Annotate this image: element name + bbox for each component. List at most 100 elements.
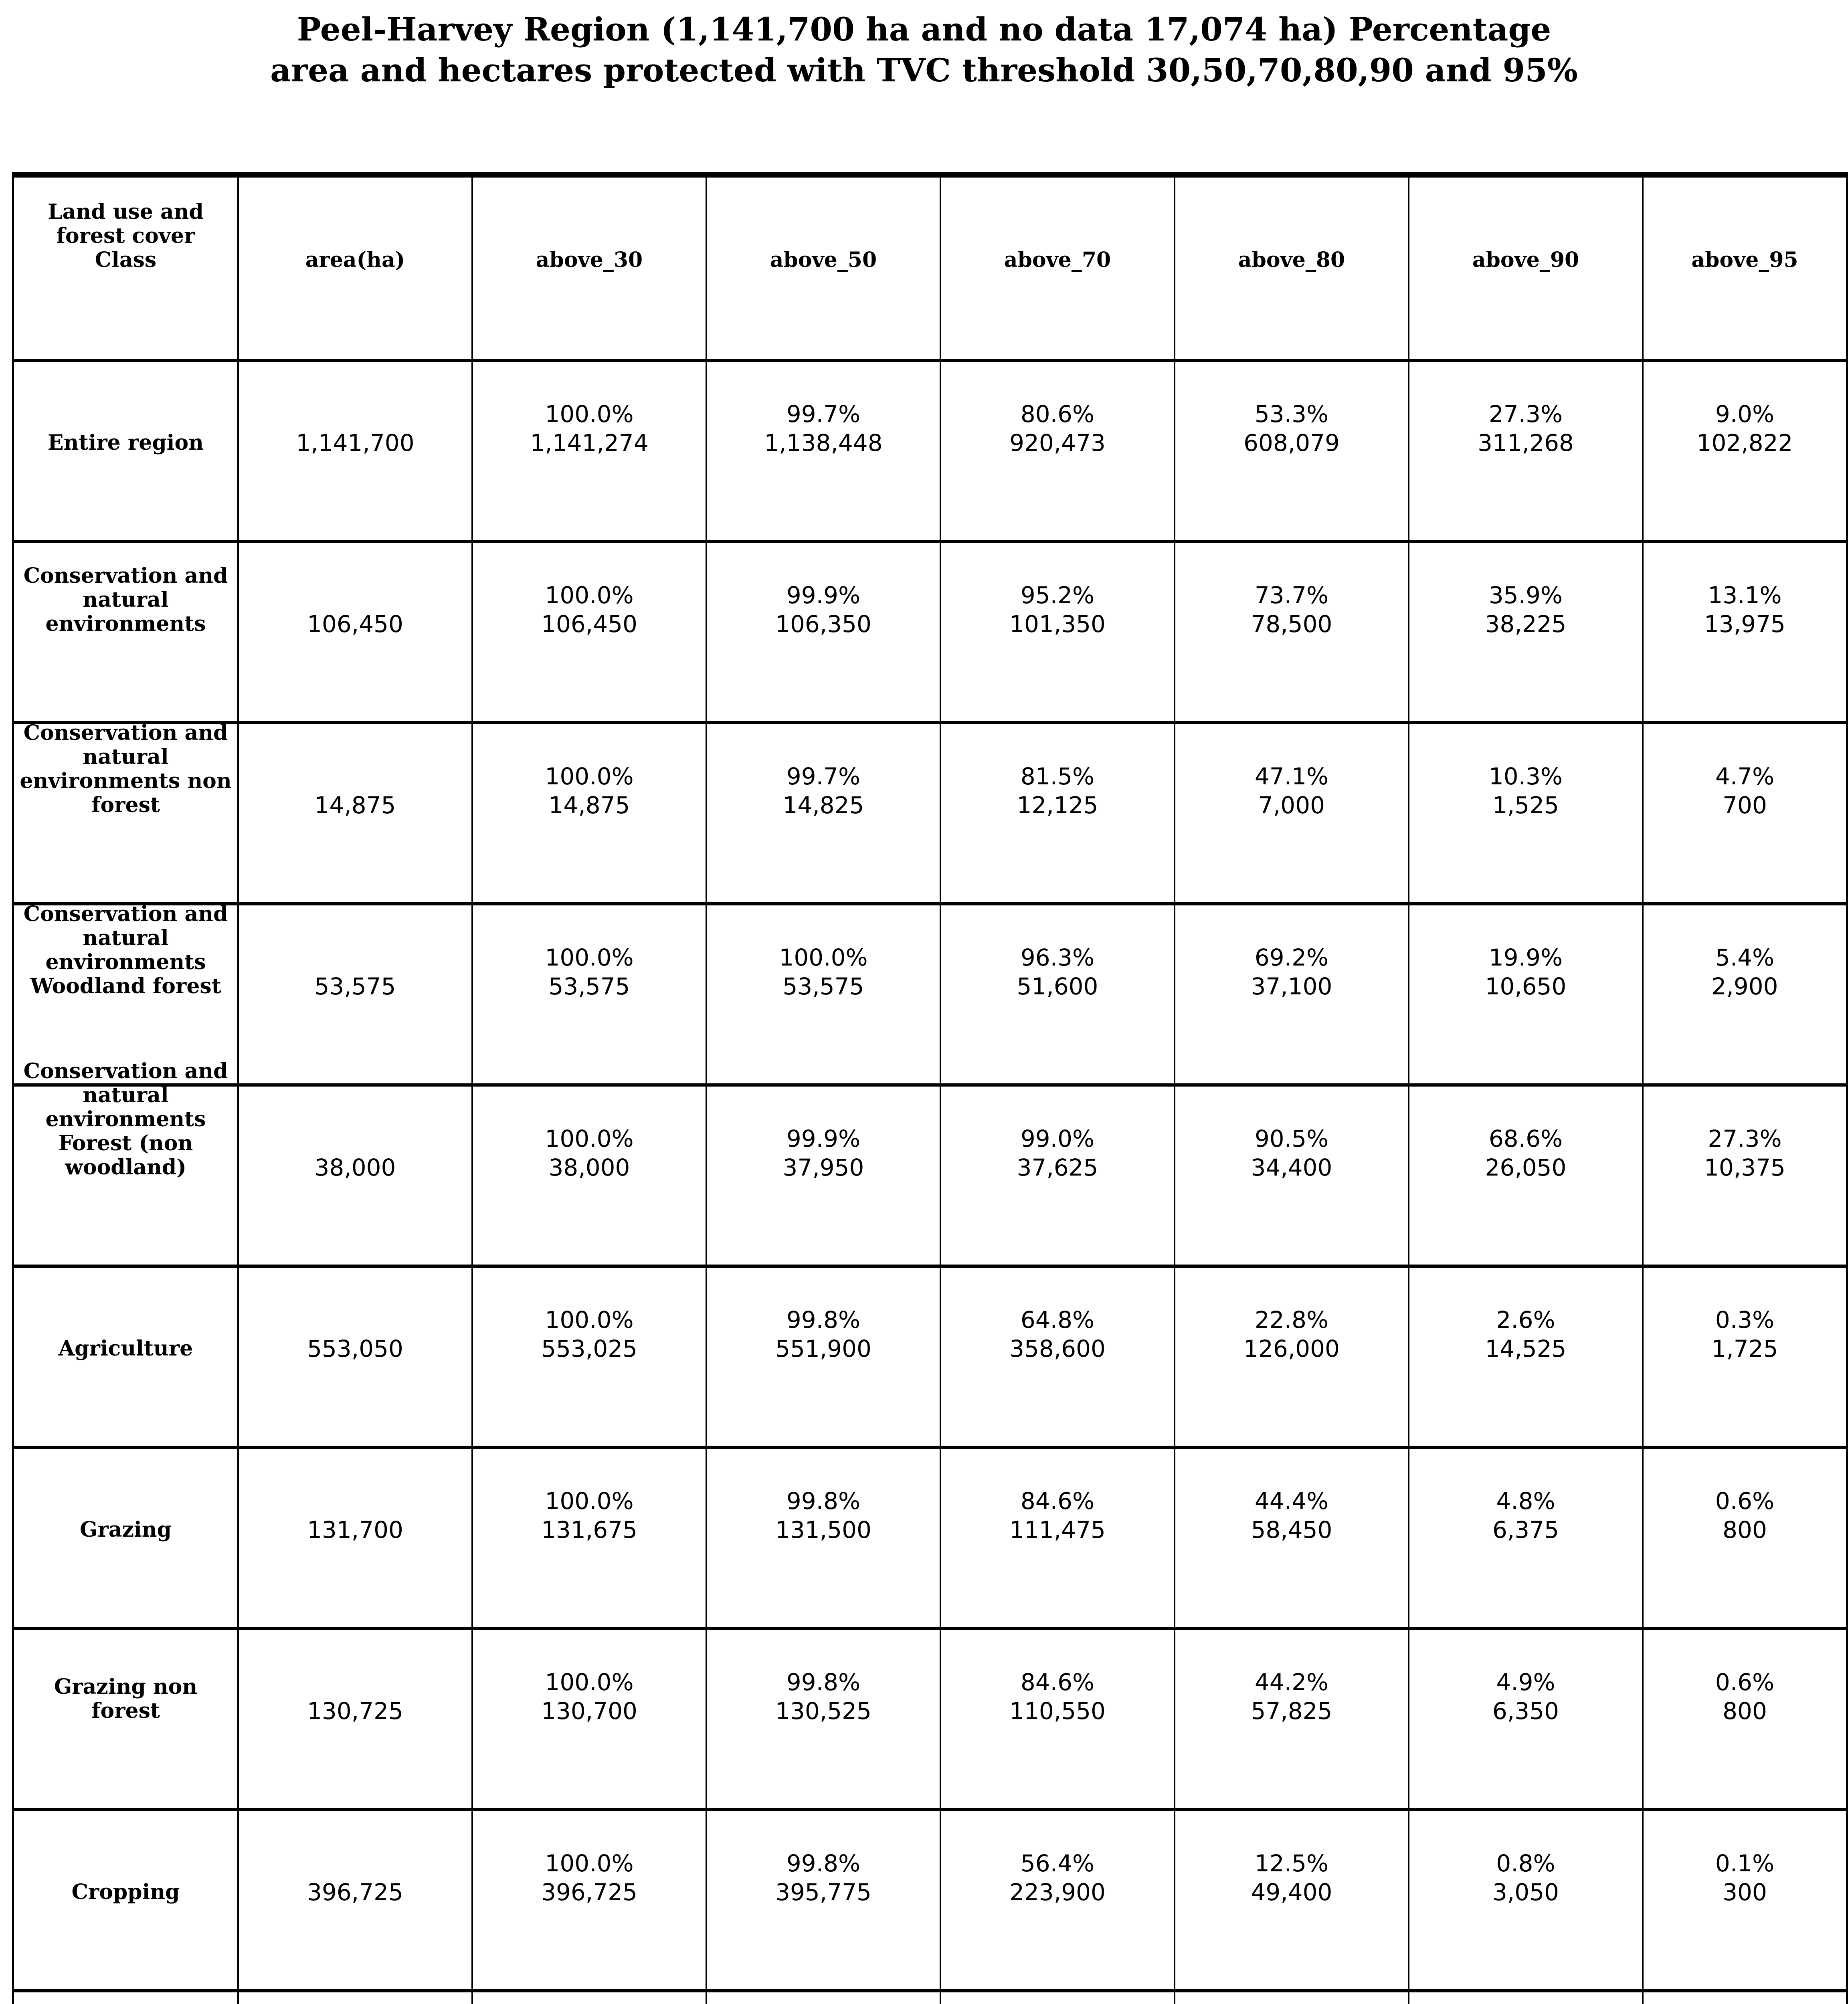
data-cell-text: 53.3% 608,079 xyxy=(1243,400,1340,457)
report-title: Peel-Harvey Region (1,141,700 ha and no … xyxy=(0,9,1848,91)
row-label-cell-text: Grazing xyxy=(80,1517,172,1542)
row-label-cell-text: Grazing non forest xyxy=(54,1675,198,1723)
data-cell-text: 99.8% 130,525 xyxy=(775,1669,871,1725)
data-cell: 2.5%625 xyxy=(1642,1989,1846,2004)
area-cell-text: 396,725 xyxy=(307,1879,403,1906)
data-cell: 99.9% 106,350 xyxy=(706,540,940,721)
data-cell: 100.0% 106,450 xyxy=(471,540,706,721)
area-cell-text: 38,000 xyxy=(314,1154,396,1181)
data-cell: 99.8% 395,775 xyxy=(706,1808,940,1989)
data-cell-text: 69.2% 37,100 xyxy=(1251,944,1332,1000)
data-cell-text: 0.6% 800 xyxy=(1715,1487,1775,1543)
row-label-cell-text: Conservation and natural environments Woodl… xyxy=(23,902,228,998)
data-cell-text: 44.4% 58,450 xyxy=(1251,1487,1332,1543)
data-cell: 20.7%5,100 xyxy=(1408,1989,1642,2004)
row-label-cell: Irrigation xyxy=(14,1989,237,2004)
row-label-cell: Agriculture xyxy=(14,1265,237,1446)
data-cell: 99.8% 551,900 xyxy=(706,1265,940,1446)
row-label-cell: Grazing non forest xyxy=(14,1627,237,1808)
data-cell: 99.7% 14,825 xyxy=(706,721,940,902)
data-cell: 95.2% 101,350 xyxy=(940,540,1174,721)
data-cell: 4.9% 6,350 xyxy=(1408,1627,1642,1808)
data-cell: 47.1% 7,000 xyxy=(1174,721,1408,902)
data-cell-text: 99.9% 37,950 xyxy=(782,1125,864,1181)
area-cell-text: 14,875 xyxy=(314,792,396,819)
data-cell-text: 99.0% 37,625 xyxy=(1017,1125,1098,1181)
data-cell-text: 68.6% 26,050 xyxy=(1485,1125,1567,1181)
data-cell-text: 99.8% 551,900 xyxy=(775,1306,871,1362)
data-cell: 4.7% 700 xyxy=(1642,721,1846,902)
data-cell: 100.0% 396,725 xyxy=(471,1808,706,1989)
data-cell-text: 100.0% 53,575 xyxy=(545,944,634,1000)
data-cell-text: 100.0% 106,450 xyxy=(541,582,637,638)
data-cell: 99.9% 37,950 xyxy=(706,1083,940,1265)
area-cell: 38,000 xyxy=(237,1083,471,1265)
data-cell-text: 0.8% 3,050 xyxy=(1492,1850,1559,1906)
data-cell: 100.0% 131,675 xyxy=(471,1446,706,1627)
area-cell: 396,725 xyxy=(237,1808,471,1989)
data-cell: 53.3% 608,079 xyxy=(1174,359,1408,540)
area-cell: 53,575 xyxy=(237,902,471,1083)
data-cell: 69.2% 37,100 xyxy=(1174,902,1408,1083)
header-cell-above-30: above_30 xyxy=(471,178,706,359)
data-cell: 19.9% 10,650 xyxy=(1408,902,1642,1083)
area-cell: 130,725 xyxy=(237,1627,471,1808)
data-cell-text: 5.4% 2,900 xyxy=(1711,944,1778,1000)
data-cell-text: 56.4% 223,900 xyxy=(1009,1850,1106,1906)
area-cell: 24,625 xyxy=(237,1989,471,2004)
data-cell-text: 84.6% 111,475 xyxy=(1009,1487,1106,1543)
protection-table: Land use and forest cover Class area(ha) abo… xyxy=(12,172,1848,2004)
data-cell-text: 13.1% 13,975 xyxy=(1704,582,1785,638)
data-cell: 64.8% 358,600 xyxy=(940,1265,1174,1446)
data-cell-text: 10.3% 1,525 xyxy=(1488,763,1563,819)
data-cell-text: 99.7% 14,825 xyxy=(782,763,864,819)
row-label-cell: Grazing xyxy=(14,1446,237,1627)
header-cell-above-80-text: above_80 xyxy=(1238,248,1345,272)
data-cell: 73.7% 78,500 xyxy=(1174,540,1408,721)
data-cell-text: 4.8% 6,375 xyxy=(1492,1487,1559,1543)
area-cell: 106,450 xyxy=(237,540,471,721)
data-cell-text: 27.3% 10,375 xyxy=(1704,1125,1785,1181)
header-cell-above-80: above_80 xyxy=(1174,178,1408,359)
header-cell-area-ha--text: area(ha) xyxy=(305,248,405,272)
data-cell: 80.6% 920,473 xyxy=(940,359,1174,540)
data-cell-text: 100.0% 130,700 xyxy=(541,1669,637,1725)
area-cell: 553,050 xyxy=(237,1265,471,1446)
data-cell-text: 0.6% 800 xyxy=(1715,1669,1775,1725)
data-cell-text: 81.5% 12,125 xyxy=(1017,763,1098,819)
data-cell: 100.0% 1,141,274 xyxy=(471,359,706,540)
row-label-cell-text: Cropping xyxy=(71,1880,180,1904)
row-label-cell-text: Conservation and natural environments non f… xyxy=(20,721,232,817)
data-cell-text: 27.3% 311,268 xyxy=(1478,400,1574,457)
data-cell: 99.0% 37,625 xyxy=(940,1083,1174,1265)
data-cell: 0.1% 300 xyxy=(1642,1808,1846,1989)
header-cell-above-90-text: above_90 xyxy=(1472,248,1579,272)
data-cell: 0.8% 3,050 xyxy=(1408,1808,1642,1989)
data-cell: 100.0% 38,000 xyxy=(471,1083,706,1265)
data-cell-text: 90.5% 34,400 xyxy=(1251,1125,1332,1181)
area-cell: 1,141,700 xyxy=(237,359,471,540)
header-cell-above-70-text: above_70 xyxy=(1004,248,1111,272)
data-cell: 10.3% 1,525 xyxy=(1408,721,1642,902)
data-cell: 100.0%24,625 xyxy=(471,1989,706,2004)
data-cell-text: 80.6% 920,473 xyxy=(1009,400,1106,457)
data-cell-text: 100.0% 53,575 xyxy=(779,944,868,1000)
area-cell-text: 130,725 xyxy=(307,1697,403,1725)
data-cell: 90.5% 34,400 xyxy=(1174,1083,1408,1265)
area-cell-text: 53,575 xyxy=(314,973,396,1000)
data-cell-text: 47.1% 7,000 xyxy=(1254,763,1329,819)
row-label-cell-text: Entire region xyxy=(48,430,204,455)
data-cell: 94.3%23,225 xyxy=(940,1989,1174,2004)
header-cell-class-text: Land use and forest cover Class xyxy=(48,200,204,272)
data-cell-text: 73.7% 78,500 xyxy=(1251,582,1332,638)
data-cell-text: 100.0% 396,725 xyxy=(541,1850,637,1906)
row-label-cell: Cropping xyxy=(14,1808,237,1989)
data-cell-text: 100.0% 14,875 xyxy=(545,763,634,819)
data-cell-text: 99.8% 131,500 xyxy=(775,1487,871,1543)
data-cell-text: 0.1% 300 xyxy=(1715,1850,1775,1906)
data-cell-text: 95.2% 101,350 xyxy=(1009,582,1106,638)
data-cell: 12.5% 49,400 xyxy=(1174,1808,1408,1989)
data-cell-text: 100.0% 38,000 xyxy=(545,1125,634,1181)
header-cell-above-70: above_70 xyxy=(940,178,1174,359)
data-cell: 99.8% 130,525 xyxy=(706,1627,940,1808)
